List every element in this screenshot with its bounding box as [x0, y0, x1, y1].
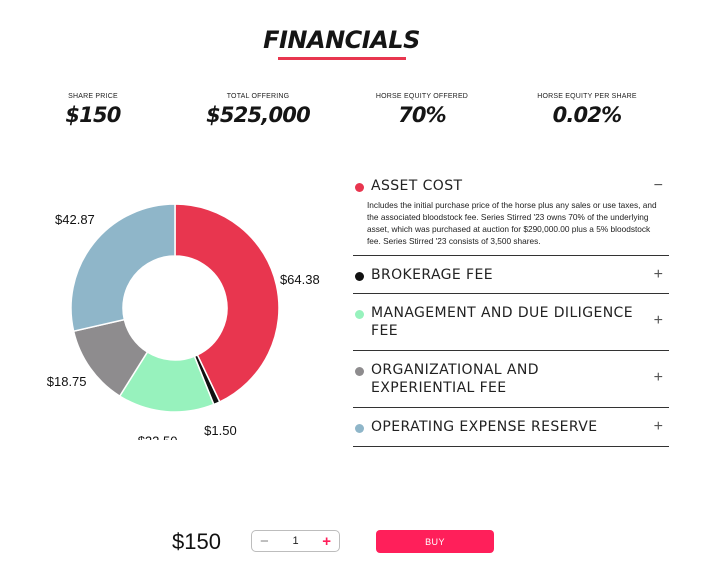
expand-icon[interactable]: +: [653, 418, 663, 435]
quantity-value[interactable]: 1: [292, 535, 299, 547]
donut-slice[interactable]: [70, 203, 176, 333]
accordion-item-brokerage-fee: BROKERAGE FEE +: [353, 256, 669, 294]
accordion-title: OPERATING EXPENSE RESERVE: [371, 419, 598, 435]
accordion-item-operating-reserve: OPERATING EXPENSE RESERVE +: [353, 408, 669, 447]
accordion-header-operating-reserve[interactable]: OPERATING EXPENSE RESERVE +: [353, 408, 669, 436]
stat-label: HORSE EQUITY PER SHARE: [537, 93, 637, 100]
stat-label: SHARE PRICE: [68, 93, 118, 100]
buy-button[interactable]: BUY: [376, 530, 494, 553]
legend-dot: [355, 183, 364, 192]
slice-data-label: $18.75: [47, 374, 87, 389]
stat-value: $525,000: [206, 103, 311, 127]
unit-price: $150: [172, 529, 221, 554]
accordion-title: ORGANIZATIONAL AND EXPERIENTIAL FEE: [371, 362, 539, 396]
stat-label: TOTAL OFFERING: [226, 93, 290, 100]
quantity-stepper[interactable]: − 1 +: [251, 530, 340, 552]
donut-chart: $64.38 $1.50 $22.50 $18.75 $42.87: [47, 203, 320, 440]
accordion-header-organizational-fee[interactable]: ORGANIZATIONAL AND EXPERIENTIAL FEE +: [353, 351, 669, 397]
stat-share-price: SHARE PRICE $150: [18, 93, 168, 127]
accordion-item-organizational-fee: ORGANIZATIONAL AND EXPERIENTIAL FEE +: [353, 351, 669, 408]
legend-dot: [355, 367, 364, 376]
expand-icon[interactable]: +: [653, 369, 663, 386]
increment-button[interactable]: +: [322, 532, 331, 550]
accordion-header-brokerage-fee[interactable]: BROKERAGE FEE +: [353, 256, 669, 284]
expand-icon[interactable]: +: [653, 312, 663, 329]
stat-value: $150: [65, 103, 121, 127]
title-underline: [278, 57, 406, 60]
expand-icon[interactable]: +: [653, 266, 663, 283]
stat-value: 0.02%: [552, 103, 623, 127]
slice-data-label: $42.87: [55, 212, 95, 227]
accordion-header-management-fee[interactable]: MANAGEMENT AND DUE DILIGENCE FEE +: [353, 294, 669, 340]
slice-data-label: $22.50: [138, 433, 178, 440]
accordion-title: MANAGEMENT AND DUE DILIGENCE FEE: [371, 305, 633, 339]
stat-label: HORSE EQUITY OFFERED: [375, 93, 469, 100]
accordion-item-management-fee: MANAGEMENT AND DUE DILIGENCE FEE +: [353, 294, 669, 351]
accordion-item-asset-cost: ASSET COST − Includes the initial purcha…: [353, 170, 669, 256]
accordion-title: ASSET COST: [371, 178, 463, 194]
collapse-icon[interactable]: −: [653, 177, 663, 194]
accordion-title: BROKERAGE FEE: [371, 267, 493, 283]
financials-title: FINANCIALS: [263, 26, 420, 54]
donut-slice[interactable]: [174, 203, 280, 403]
legend-dot: [355, 272, 364, 281]
stat-total-offering: TOTAL OFFERING $525,000: [183, 93, 333, 127]
stat-horse-equity-per-share: HORSE EQUITY PER SHARE 0.02%: [512, 93, 662, 127]
accordion-header-asset-cost[interactable]: ASSET COST −: [353, 170, 669, 195]
accordion-body: Includes the initial purchase price of t…: [367, 200, 657, 246]
slice-data-label: $1.50: [204, 423, 237, 438]
legend-dot: [355, 424, 364, 433]
fee-accordion: ASSET COST − Includes the initial purcha…: [353, 170, 669, 447]
stat-horse-equity-offered: HORSE EQUITY OFFERED 70%: [347, 93, 497, 127]
slice-data-label: $64.38: [280, 272, 320, 287]
decrement-button[interactable]: −: [260, 532, 269, 550]
legend-dot: [355, 310, 364, 319]
stat-value: 70%: [398, 103, 447, 127]
